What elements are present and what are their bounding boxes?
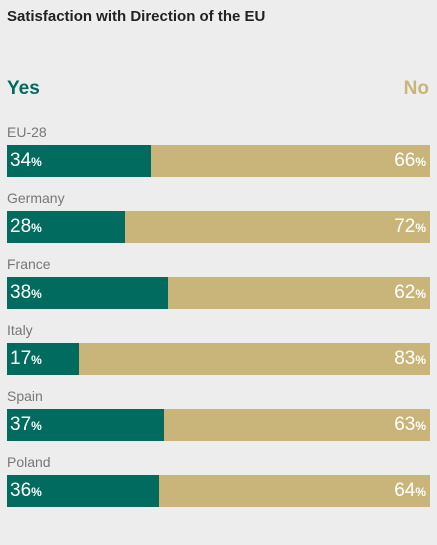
category-label: Spain [7, 388, 43, 404]
value-label-no: 83% [394, 348, 426, 369]
bar-row: France 38% 62% [7, 256, 430, 310]
stacked-bar: 38% 62% [7, 277, 430, 309]
chart-title: Satisfaction with Direction of the EU [7, 8, 266, 25]
bar-segment-yes [7, 145, 151, 177]
bar-row: Italy 17% 83% [7, 322, 430, 376]
bar-row: Poland 36% 64% [7, 454, 430, 508]
bar-segment-yes [7, 211, 125, 243]
stacked-bar: 36% 64% [7, 475, 430, 507]
stacked-bar: 17% 83% [7, 343, 430, 375]
value-label-yes: 38% [10, 282, 42, 303]
value-label-no: 66% [394, 150, 426, 171]
bar-segment-no [79, 343, 430, 375]
value-label-no: 63% [394, 414, 426, 435]
value-label-yes: 28% [10, 216, 42, 237]
value-label-no: 64% [394, 480, 426, 501]
value-label-no: 72% [394, 216, 426, 237]
category-label: France [7, 256, 51, 272]
bar-segment-yes [7, 277, 168, 309]
bar-segment-no [159, 475, 430, 507]
bar-segment-no [151, 145, 430, 177]
value-label-yes: 37% [10, 414, 42, 435]
bar-row: Germany 28% 72% [7, 190, 430, 244]
value-label-yes: 34% [10, 150, 42, 171]
category-label: Poland [7, 454, 51, 470]
bar-row: Spain 37% 63% [7, 388, 430, 442]
bar-segment-no [164, 409, 430, 441]
bar-segment-no [168, 277, 430, 309]
category-label: Germany [7, 190, 65, 206]
bar-segment-yes [7, 409, 164, 441]
legend-yes: Yes [7, 78, 40, 99]
stacked-bar: 34% 66% [7, 145, 430, 177]
stacked-bar: 37% 63% [7, 409, 430, 441]
category-label: EU-28 [7, 124, 47, 140]
value-label-yes: 17% [10, 348, 42, 369]
category-label: Italy [7, 322, 33, 338]
bar-segment-yes [7, 343, 79, 375]
legend-no: No [403, 78, 429, 99]
value-label-yes: 36% [10, 480, 42, 501]
stacked-bar: 28% 72% [7, 211, 430, 243]
value-label-no: 62% [394, 282, 426, 303]
bar-row: EU-28 34% 66% [7, 124, 430, 178]
bar-segment-yes [7, 475, 159, 507]
bar-segment-no [125, 211, 430, 243]
